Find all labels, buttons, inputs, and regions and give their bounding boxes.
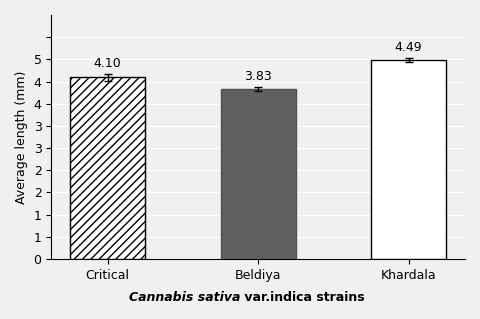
Text: 4.10: 4.10 — [94, 57, 121, 70]
Bar — [70, 77, 145, 259]
Text: 4.49: 4.49 — [395, 41, 422, 54]
Text: 3.83: 3.83 — [244, 70, 272, 83]
Bar — [371, 60, 446, 259]
Bar — [220, 89, 296, 259]
Text: var.indica strains: var.indica strains — [240, 291, 365, 304]
Text: Cannabis sativa: Cannabis sativa — [129, 291, 240, 304]
Y-axis label: Average length (mm): Average length (mm) — [15, 70, 28, 204]
